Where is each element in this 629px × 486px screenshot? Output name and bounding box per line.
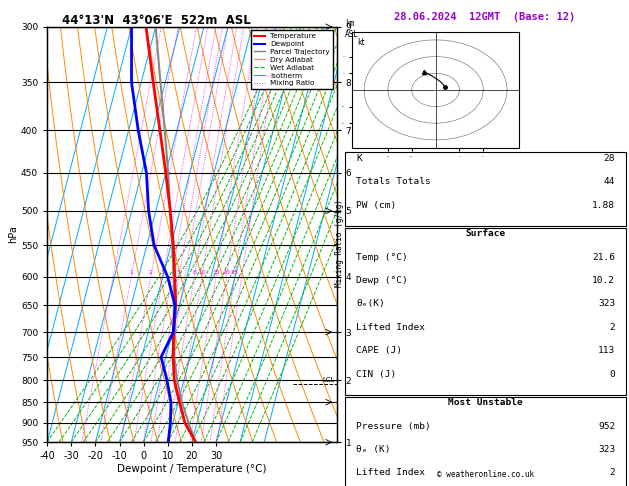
Text: 28: 28 xyxy=(604,154,615,163)
Text: 323: 323 xyxy=(598,299,615,309)
Text: 2: 2 xyxy=(610,323,615,332)
Text: 5: 5 xyxy=(177,270,181,275)
Text: 952: 952 xyxy=(598,421,615,431)
Text: Lifted Index: Lifted Index xyxy=(356,469,425,477)
Text: 21.6: 21.6 xyxy=(593,253,615,261)
Text: 10: 10 xyxy=(198,270,206,275)
Text: 44: 44 xyxy=(604,177,615,186)
Text: 25: 25 xyxy=(231,270,239,275)
Text: 2: 2 xyxy=(610,469,615,477)
Text: 3: 3 xyxy=(161,270,165,275)
Text: Dewp (°C): Dewp (°C) xyxy=(356,276,408,285)
Text: K: K xyxy=(356,154,362,163)
Text: Lifted Index: Lifted Index xyxy=(356,323,425,332)
Bar xyxy=(345,227,626,395)
Text: Pressure (mb): Pressure (mb) xyxy=(356,421,431,431)
Legend: Temperature, Dewpoint, Parcel Trajectory, Dry Adiabat, Wet Adiabat, Isotherm, Mi: Temperature, Dewpoint, Parcel Trajectory… xyxy=(251,30,333,89)
Text: 28.06.2024  12GMT  (Base: 12): 28.06.2024 12GMT (Base: 12) xyxy=(394,12,575,22)
Text: 113: 113 xyxy=(598,347,615,355)
Text: kt: kt xyxy=(357,38,365,47)
Text: Mixing Ratio (g/kg): Mixing Ratio (g/kg) xyxy=(335,199,344,287)
Text: 44°13'N  43°06'E  522m  ASL: 44°13'N 43°06'E 522m ASL xyxy=(62,14,250,27)
Text: 8: 8 xyxy=(192,270,196,275)
Text: θₑ (K): θₑ (K) xyxy=(356,445,391,454)
Text: PW (cm): PW (cm) xyxy=(356,201,396,210)
Text: Most Unstable: Most Unstable xyxy=(448,398,523,407)
Text: LCL: LCL xyxy=(323,377,335,382)
Text: 0: 0 xyxy=(610,370,615,379)
Text: km
ASL: km ASL xyxy=(345,19,359,39)
Text: CIN (J): CIN (J) xyxy=(356,370,396,379)
Bar xyxy=(345,152,626,226)
Bar xyxy=(345,397,626,486)
Text: 323: 323 xyxy=(598,445,615,454)
Text: CAPE (J): CAPE (J) xyxy=(356,347,402,355)
Text: © weatheronline.co.uk: © weatheronline.co.uk xyxy=(437,469,534,479)
Text: Totals Totals: Totals Totals xyxy=(356,177,431,186)
Text: θₑ(K): θₑ(K) xyxy=(356,299,385,309)
Text: Surface: Surface xyxy=(465,229,506,238)
Text: 20: 20 xyxy=(223,270,230,275)
Text: 2: 2 xyxy=(149,270,153,275)
Text: 1.88: 1.88 xyxy=(593,201,615,210)
Text: 15: 15 xyxy=(212,270,220,275)
Text: 10.2: 10.2 xyxy=(593,276,615,285)
Text: 1: 1 xyxy=(130,270,133,275)
X-axis label: Dewpoint / Temperature (°C): Dewpoint / Temperature (°C) xyxy=(117,464,267,474)
Text: Temp (°C): Temp (°C) xyxy=(356,253,408,261)
Y-axis label: hPa: hPa xyxy=(8,226,18,243)
